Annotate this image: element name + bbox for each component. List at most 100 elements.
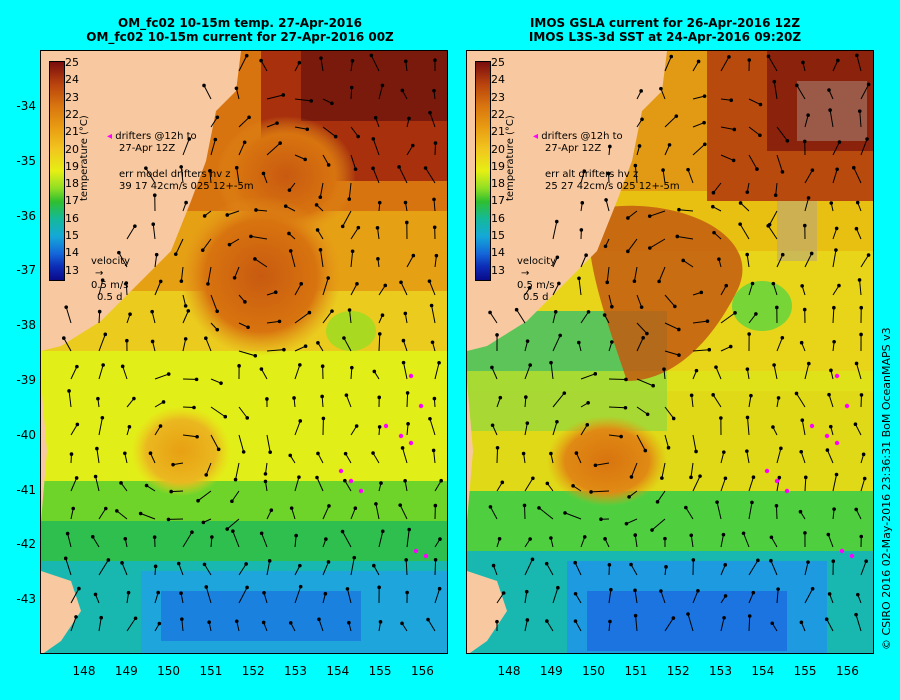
velocity-arrow-head xyxy=(244,53,249,58)
velocity-arrow-head xyxy=(194,377,199,382)
velocity-arrow-head xyxy=(282,347,286,352)
velocity-arrow-head xyxy=(288,453,293,458)
velocity-arrow-head xyxy=(801,60,805,65)
longitude-tick-label: 154 xyxy=(326,664,350,678)
drifter-point xyxy=(844,403,850,409)
velocity-arrow xyxy=(434,480,442,492)
velocity-arrow xyxy=(202,238,212,251)
velocity-arrow-head xyxy=(741,531,746,536)
velocity-arrow-head xyxy=(347,308,352,312)
velocity-arrow xyxy=(372,138,380,156)
velocity-arrow-head xyxy=(514,307,519,312)
velocity-arrow-head xyxy=(355,282,359,286)
velocity-arrow-head xyxy=(853,422,858,426)
velocity-arrow xyxy=(804,477,807,492)
colorbar-tick: 18 xyxy=(491,177,505,191)
velocity-arrow-head xyxy=(659,589,663,593)
velocity-arrow-head xyxy=(352,555,357,560)
velocity-arrow xyxy=(740,202,750,212)
velocity-arrow-head xyxy=(775,305,779,310)
velocity-arrow-head xyxy=(637,144,642,148)
velocity-arrow xyxy=(720,617,725,632)
velocity-arrow xyxy=(692,434,697,452)
velocity-arrow-head xyxy=(347,197,352,201)
velocity-arrow-head xyxy=(245,585,249,590)
velocity-arrow-head xyxy=(586,310,591,314)
velocity-arrow-head xyxy=(711,204,715,209)
colorbar-tick: 14 xyxy=(65,246,79,260)
velocity-arrow xyxy=(634,165,638,184)
velocity-arrow-head xyxy=(77,586,81,591)
velocity-arrow-head xyxy=(771,281,776,286)
velocity-arrow-head xyxy=(854,507,859,512)
velocity-arrow-head xyxy=(544,561,549,566)
velocity-arrow-head xyxy=(524,395,528,399)
velocity-arrow-head xyxy=(633,588,637,593)
velocity-arrow-head xyxy=(317,617,321,622)
velocity-arrow-head xyxy=(298,563,302,568)
velocity-arrow-head xyxy=(127,425,132,429)
velocity-arrow-head xyxy=(715,500,719,504)
velocity-arrow-head xyxy=(495,619,499,624)
velocity-arrow-head xyxy=(307,310,312,315)
velocity-arrow-head xyxy=(834,248,838,252)
velocity-arrow-head xyxy=(712,230,716,235)
right-velocity-scale1: 0.5 m/s xyxy=(517,280,555,291)
velocity-arrow-head xyxy=(769,558,773,563)
velocity-arrow xyxy=(255,209,268,212)
colorbar-tick: 23 xyxy=(65,90,79,104)
velocity-arrow-head xyxy=(859,305,864,310)
longitude-tick-label: 152 xyxy=(666,664,690,678)
velocity-arrow xyxy=(98,311,101,324)
velocity-arrow-head xyxy=(261,620,266,625)
velocity-arrow-head xyxy=(629,475,634,479)
velocity-arrow xyxy=(434,588,441,604)
velocity-arrow-head xyxy=(766,54,771,59)
velocity-arrow-head xyxy=(247,115,251,120)
velocity-arrow-head xyxy=(785,138,790,143)
latitude-tick-label: -38 xyxy=(16,318,36,333)
velocity-arrow xyxy=(636,434,646,451)
velocity-arrow-head xyxy=(225,213,230,217)
velocity-arrow-head xyxy=(795,83,799,88)
drifter-point xyxy=(834,440,840,446)
right-velocity-legend: velocity → 0.5 m/s 0.5 d xyxy=(517,256,556,304)
velocity-arrow xyxy=(294,283,302,296)
velocity-arrow-head xyxy=(433,558,438,562)
velocity-arrow-head xyxy=(832,339,836,344)
right-colorbar-label: temperature (°C) xyxy=(505,115,516,201)
velocity-arrow xyxy=(294,154,306,160)
velocity-arrow xyxy=(175,238,184,255)
velocity-arrow xyxy=(95,476,100,492)
velocity-arrow xyxy=(375,503,380,520)
velocity-arrow-head xyxy=(303,157,307,162)
velocity-arrow xyxy=(658,266,666,282)
velocity-arrow xyxy=(801,420,806,436)
velocity-arrow-head xyxy=(662,367,666,371)
left-drifters-annotation: ◂ drifters @12h to 27-Apr 12Z xyxy=(107,131,197,155)
velocity-arrow-head xyxy=(655,500,660,504)
velocity-arrow xyxy=(608,589,612,604)
velocity-arrow-head xyxy=(554,219,559,224)
velocity-arrow-head xyxy=(779,446,783,451)
velocity-arrow xyxy=(433,450,436,464)
velocity-arrow xyxy=(595,462,610,466)
velocity-arrow-head xyxy=(667,143,672,147)
velocity-arrow-head xyxy=(732,127,737,132)
velocity-arrow xyxy=(633,266,638,282)
velocity-arrow-head xyxy=(719,416,723,420)
right-drifters xyxy=(764,373,855,559)
velocity-arrow-head xyxy=(717,257,721,261)
velocity-arrow-head xyxy=(728,344,733,349)
velocity-arrow xyxy=(748,98,761,105)
velocity-arrow xyxy=(322,154,330,166)
colorbar-tick: 13 xyxy=(491,263,505,277)
velocity-arrow-head xyxy=(776,396,781,400)
velocity-arrow-head xyxy=(93,592,98,597)
velocity-arrow-head xyxy=(705,319,710,323)
velocity-arrow xyxy=(720,126,735,130)
velocity-arrow xyxy=(859,111,862,128)
velocity-arrow xyxy=(832,141,840,156)
velocity-arrow xyxy=(429,112,436,128)
velocity-arrow-head xyxy=(809,251,814,256)
